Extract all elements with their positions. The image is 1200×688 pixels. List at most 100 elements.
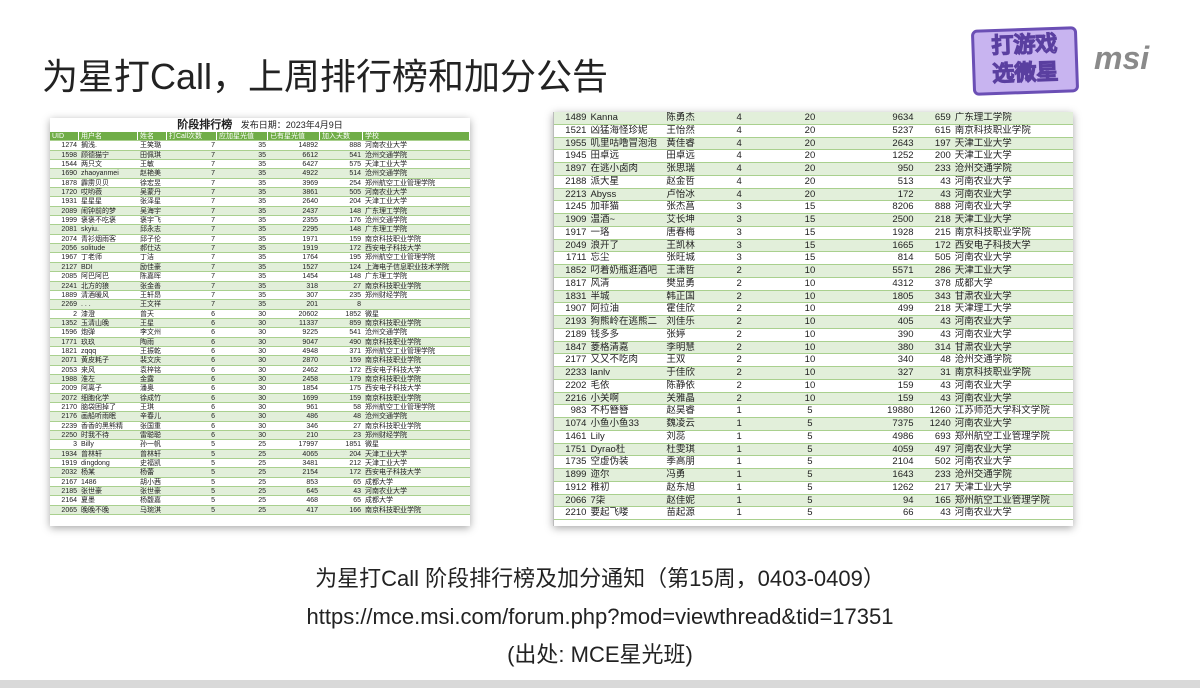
star-total-cell: 2154 — [302, 469, 318, 477]
username-cell: BDI — [81, 263, 93, 271]
username-cell: 搁浅. — [81, 142, 97, 150]
uid-cell: 2066 — [565, 494, 587, 506]
star-added-cell: 10 — [804, 341, 816, 353]
star-added-cell: 15 — [804, 252, 816, 264]
school-cell: 沧州交通学院 — [365, 413, 407, 421]
username-cell: Abyss — [590, 188, 617, 200]
call-count-cell: 5 — [211, 497, 215, 505]
call-count-cell: 4 — [736, 124, 742, 136]
school-cell: 郑州航空工业管理学院 — [954, 430, 1050, 442]
school-cell: 南京科技职业学院 — [954, 124, 1031, 136]
uid-cell: 2250 — [61, 432, 77, 439]
table-row: 1967 丁老师 丁洁 7 35 1764 195 郑州航空工业管理学院 — [50, 253, 470, 263]
caption-url[interactable]: https://mce.msi.com/forum.php?mod=viewth… — [306, 604, 894, 629]
table-row: 1919 dingdong 史福凯 5 25 3481 212 天津工业大学 — [50, 459, 470, 469]
star-total-cell: 2355 — [302, 217, 318, 225]
days-joined-cell: 314 — [934, 341, 951, 353]
call-count-cell: 7 — [211, 235, 215, 243]
username-cell: 顾德猫宁 — [81, 151, 109, 159]
days-joined-cell: 254 — [349, 179, 361, 187]
leaderboard-sheet-image: 阶段排行榜 发布日期：2023年4月9日 UID 用户名 姓名 打Call次数 应加星光… — [50, 118, 470, 526]
school-cell: 郑州航空工业管理学院 — [365, 347, 435, 355]
school-cell: 天津工业大学 — [954, 214, 1012, 225]
days-joined-cell: 541 — [349, 151, 361, 159]
username-cell: 夏墨 — [81, 497, 95, 505]
school-cell: 微星 — [365, 310, 379, 318]
uid-cell: 1735 — [565, 456, 587, 468]
username-cell: 青衫烟雨客 — [81, 235, 116, 243]
username-cell: 稚初 — [590, 481, 610, 493]
uid-cell: 1912 — [565, 481, 587, 493]
leaderboard-continued-image: 1489 Kanna 陈勇杰 4 20 9634 659 广东理工学院 1521 凶猛海怪珍妮 王怡… — [553, 112, 1073, 526]
username-cell: Kanna — [590, 112, 618, 123]
school-cell — [363, 300, 470, 308]
real-name-cell: 王轩昂 — [140, 291, 161, 299]
table-row: 2213 Abyss 卢怡冰 4 20 172 43 河南农业大学 — [554, 188, 1073, 202]
days-joined-cell: 505 — [349, 189, 361, 197]
real-name-cell: 黄佳睿 — [666, 137, 695, 149]
real-name-cell: 魏凌云 — [666, 418, 695, 429]
username-cell: 钱多多 — [590, 328, 619, 340]
star-added-cell: 15 — [804, 239, 816, 251]
table-row: 2185 张世豪 张世豪 5 25 645 43 河南农业大学 — [50, 487, 470, 497]
star-total-cell: 2437 — [302, 207, 318, 215]
days-joined-cell: 148 — [349, 207, 361, 215]
star-total-cell: 2500 — [892, 214, 914, 225]
badge-line1: 打游戏 — [990, 30, 1058, 59]
star-added-cell: 35 — [258, 207, 266, 215]
school-cell: 南京科技职业学院 — [365, 506, 421, 514]
username-cell: 淮左 — [81, 375, 95, 383]
uid-cell: 2170 — [61, 403, 77, 411]
star-added-cell: 35 — [258, 151, 266, 159]
star-added-cell: 15 — [804, 226, 816, 238]
days-joined-cell: 27 — [353, 282, 361, 290]
school-cell: 郑州航空工业管理学院 — [365, 403, 435, 411]
real-name-cell: 冯勇 — [666, 469, 686, 480]
star-added-cell: 25 — [258, 506, 266, 514]
star-added-cell: 35 — [258, 291, 266, 299]
uid-cell: 2089 — [61, 207, 77, 215]
column-header-call-count: 打Call次数 — [167, 132, 217, 141]
star-added-cell: 30 — [258, 366, 266, 374]
table-row: 1735 空虚伪装 季高朋 1 5 2104 502 河南农业大学 — [554, 456, 1073, 469]
star-added-cell: 20 — [804, 175, 816, 187]
table-row: 1751 Dyrao杜 杜雯琪 1 5 4059 497 河南农业大学 — [554, 443, 1073, 457]
uid-cell: 1931 — [61, 198, 77, 206]
days-joined-cell: 172 — [934, 239, 951, 251]
call-count-cell: 5 — [211, 469, 215, 477]
days-joined-cell: 65 — [353, 497, 361, 505]
school-cell: 河南农业大学 — [954, 418, 1012, 429]
days-joined-cell: 235 — [349, 291, 361, 299]
call-count-cell: 6 — [211, 366, 215, 374]
star-total-cell: 2462 — [302, 366, 318, 374]
school-cell: 天津工业大学 — [365, 460, 407, 468]
real-name-cell: 张泽星 — [140, 198, 161, 206]
call-count-cell: 2 — [736, 303, 742, 315]
real-name-cell: 史福凯 — [140, 460, 161, 468]
table-row: 2167 1486 胡小茜 5 25 853 65 成都大学 — [50, 477, 470, 488]
call-count-cell: 2 — [736, 392, 742, 404]
star-added-cell: 35 — [258, 189, 266, 197]
real-name-cell: 王怡然 — [666, 124, 695, 136]
table-row: 1999 褒褒不吃褒 褒宇飞 7 35 2355 176 沧州交通学院 — [50, 216, 470, 226]
real-name-cell: 丁洁 — [140, 254, 154, 262]
days-joined-cell: 197 — [934, 137, 951, 149]
star-added-cell: 25 — [258, 441, 266, 449]
days-joined-cell: 65 — [353, 478, 361, 486]
uid-cell: 1934 — [61, 450, 77, 458]
days-joined-cell: 1240 — [929, 418, 951, 429]
username-cell: 脑袋困掉了 — [81, 403, 116, 411]
days-joined-cell: 505 — [934, 252, 951, 264]
star-total-cell: 210 — [306, 432, 318, 439]
star-total-cell: 950 — [897, 163, 914, 174]
table-row: 1817 风清 樊显勇 2 10 4312 378 成都大学 — [554, 277, 1073, 291]
column-header-uid: UID — [50, 132, 79, 141]
username-cell: 小关啊 — [590, 392, 619, 404]
star-added-cell: 35 — [258, 245, 266, 253]
real-name-cell: 王笑璐 — [140, 142, 161, 150]
star-added-cell: 25 — [258, 497, 266, 505]
star-total-cell: 390 — [897, 328, 914, 340]
school-cell: 河南农业大学 — [365, 488, 407, 496]
real-name-cell: 胡小茜 — [140, 478, 161, 486]
uid-cell: 1919 — [61, 460, 77, 468]
